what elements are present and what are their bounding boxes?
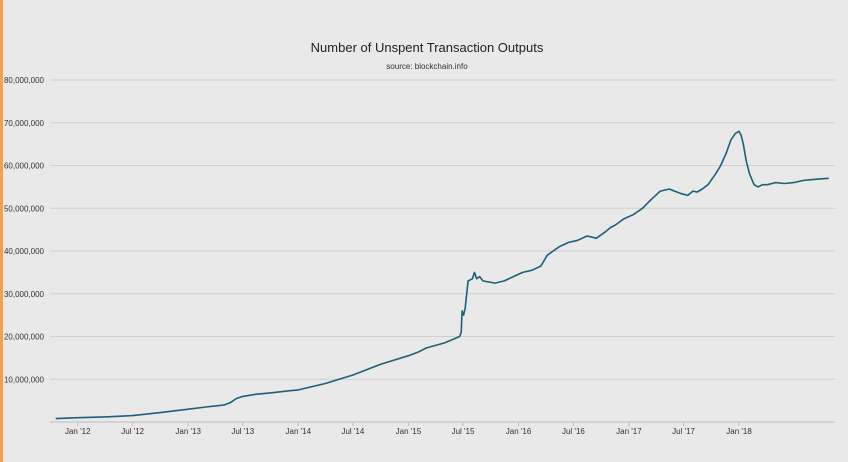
x-tick-label: Jan '16 [506,427,532,436]
x-tick-label: Jan '14 [286,427,312,436]
x-tick-label: Jan '12 [65,427,91,436]
x-tick-label: Jul '15 [452,427,475,436]
y-tick-label: 20,000,000 [4,333,45,342]
x-tick-label: Jan '17 [616,427,642,436]
x-tick-label: Jan '15 [396,427,422,436]
y-tick-label: 80,000,000 [4,76,45,85]
y-tick-label: 50,000,000 [4,204,45,213]
y-tick-label: 40,000,000 [4,247,45,256]
series-line [55,130,829,420]
x-tick-label: Jul '13 [231,427,254,436]
x-tick-label: Jul '12 [121,427,144,436]
x-tick-label: Jan '13 [175,427,201,436]
x-axis-ticks: Jan '12 Jul '12 Jan '13 Jul '13 Jan '14 Jul '… [65,427,752,436]
y-tick-label: 10,000,000 [4,375,45,384]
x-tick-label: Jul '16 [562,427,585,436]
y-tick-label: 60,000,000 [4,162,45,171]
y-tick-label: 70,000,000 [4,119,45,128]
x-tick-label: Jul '17 [672,427,695,436]
series-layer [55,130,829,420]
grid-lines [50,79,835,380]
y-tick-label: 30,000,000 [4,290,45,299]
x-tick-label: Jan '18 [726,427,752,436]
chart-subtitle: source: blockchain.info [386,62,468,71]
line-chart: 10,000,000 20,000,000 30,000,000 40,000,000… [4,40,835,436]
x-tick-label: Jul '14 [341,427,364,436]
chart-title: Number of Unspent Transaction Outputs [311,40,544,55]
y-axis-ticks: 10,000,000 20,000,000 30,000,000 40,000,000… [4,76,45,384]
axes [50,421,835,426]
